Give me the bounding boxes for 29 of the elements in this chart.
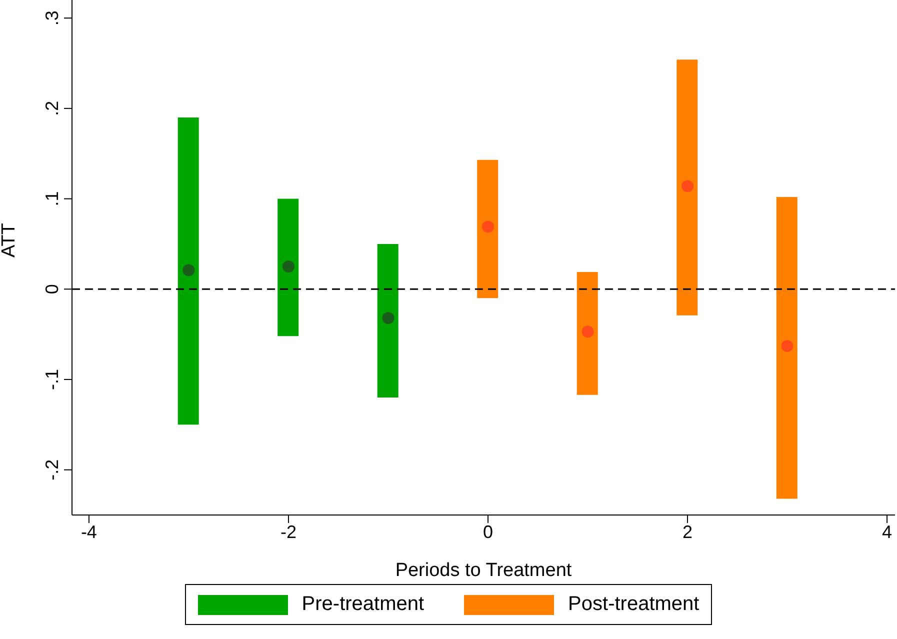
bar bbox=[776, 196, 798, 499]
bar bbox=[477, 160, 498, 298]
bar bbox=[576, 272, 598, 395]
x-tick-label: 0 bbox=[482, 522, 493, 542]
point bbox=[482, 220, 494, 233]
y-tick-label: .3 bbox=[42, 10, 62, 26]
y-tick-label: .2 bbox=[42, 100, 62, 116]
bar bbox=[377, 244, 398, 398]
y-axis-title: ATT bbox=[0, 222, 20, 258]
legend-label: Pre-treatment bbox=[302, 593, 424, 616]
point bbox=[682, 180, 694, 192]
x-tick-label: -2 bbox=[280, 522, 296, 542]
x-axis-title: Periods to Treatment bbox=[395, 560, 572, 581]
point bbox=[582, 326, 594, 338]
x-tick-label: 2 bbox=[682, 522, 693, 542]
y-tick-label: 0 bbox=[42, 284, 62, 294]
point bbox=[781, 340, 794, 352]
x-tick-label: -4 bbox=[80, 522, 97, 542]
y-tick-label: .1 bbox=[42, 191, 62, 206]
bar bbox=[178, 117, 199, 425]
point bbox=[282, 260, 294, 273]
point bbox=[382, 312, 394, 324]
legend-label: Post-treatment bbox=[568, 593, 700, 616]
y-tick-label: -.1 bbox=[42, 368, 62, 390]
y-tick-label: -.2 bbox=[42, 459, 62, 480]
point bbox=[182, 264, 195, 276]
x-tick-label: 4 bbox=[882, 522, 892, 542]
bar bbox=[676, 60, 698, 316]
bar bbox=[278, 198, 299, 336]
